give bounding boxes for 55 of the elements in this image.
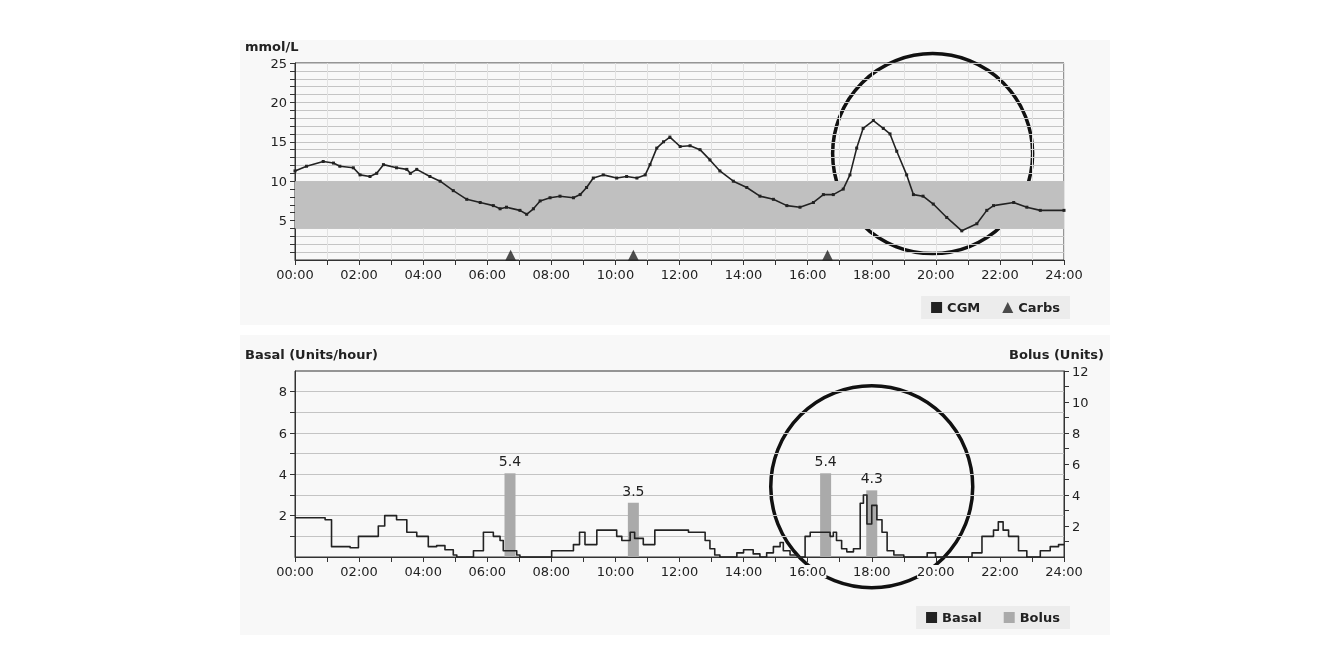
bar [504, 473, 516, 557]
y2-tick-label: 6 [1072, 456, 1081, 472]
legend-label: Basal [942, 610, 982, 625]
x-tick-label: 16:00 [788, 564, 827, 579]
x-tick-label: 02:00 [340, 267, 378, 282]
data-label: 5.4 [814, 453, 837, 470]
x-tick-label: 00:00 [276, 267, 314, 282]
data-label: 4.3 [860, 470, 883, 487]
legend-label: CGM [947, 300, 981, 315]
y-axis-title: mmol/L [245, 39, 299, 54]
data-label: 5.4 [498, 453, 522, 470]
y-tick-label: 15 [270, 134, 287, 150]
x-tick-label: 24:00 [1045, 267, 1083, 282]
y-tick-label: 5 [278, 213, 287, 229]
bar [627, 502, 639, 557]
x-tick-label: 12:00 [660, 564, 699, 579]
x-tick-label: 10:00 [596, 564, 635, 579]
bar [820, 473, 832, 557]
x-tick-label: 10:00 [596, 267, 635, 282]
legend-label: Bolus [1019, 610, 1061, 625]
x-tick-label: 16:00 [788, 267, 827, 282]
y-tick-label: 2 [278, 508, 287, 524]
x-tick-label: 08:00 [532, 267, 571, 282]
x-tick-label: 22:00 [981, 564, 1019, 579]
x-tick-label: 22:00 [981, 267, 1019, 282]
y-tick-label: 20 [270, 94, 287, 110]
x-tick-label: 20:00 [917, 564, 955, 579]
y2-tick-label: 12 [1072, 363, 1089, 379]
y-tick-label: 25 [270, 55, 287, 71]
x-tick-label: 04:00 [404, 267, 442, 282]
y2-tick-label: 2 [1072, 518, 1081, 534]
data-label: 3.5 [622, 482, 645, 499]
x-tick-label: 12:00 [660, 267, 699, 282]
x-tick-label: 06:00 [468, 564, 506, 579]
x-tick-label: 06:00 [468, 267, 506, 282]
y-tick-label: 10 [270, 173, 287, 189]
x-tick-label: 08:00 [532, 564, 571, 579]
y-tick-label: 6 [278, 425, 287, 441]
y2-tick-label: 10 [1072, 394, 1089, 410]
x-tick-label: 04:00 [404, 564, 442, 579]
x-tick-label: 00:00 [276, 564, 314, 579]
y2-tick-label: 8 [1072, 425, 1081, 441]
legend-label: Carbs [1018, 300, 1061, 315]
x-tick-label: 18:00 [853, 564, 891, 579]
x-tick-label: 18:00 [853, 267, 891, 282]
y-tick-label: 8 [278, 384, 287, 400]
y-axis-title: Basal (Units/hour) [245, 347, 378, 362]
x-tick-label: 14:00 [724, 564, 763, 579]
y2-tick-label: 4 [1072, 487, 1081, 503]
x-tick-label: 02:00 [340, 564, 378, 579]
x-tick-label: 20:00 [917, 267, 955, 282]
x-tick-label: 24:00 [1045, 564, 1083, 579]
x-tick-label: 14:00 [724, 267, 763, 282]
y-tick-label: 4 [278, 466, 287, 482]
y2-axis-title: Bolus (Units) [1009, 347, 1104, 362]
